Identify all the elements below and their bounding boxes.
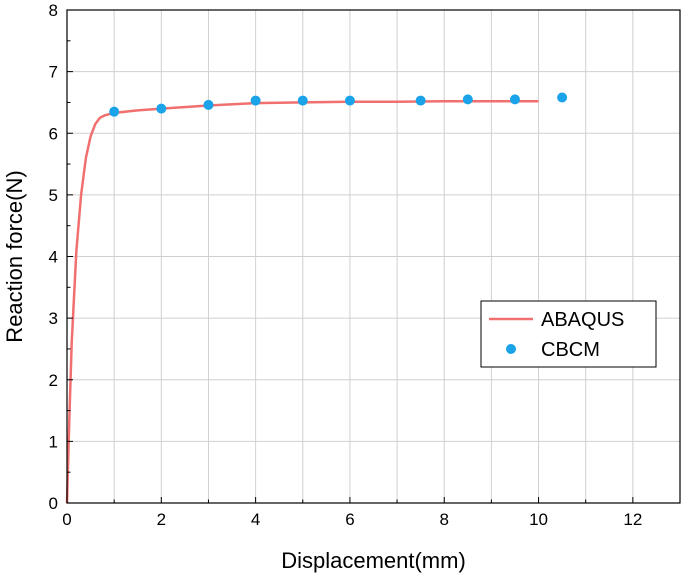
x-tick-label: 8: [439, 510, 448, 529]
legend: ABAQUS CBCM: [480, 300, 657, 368]
cbcm-data-point: [203, 99, 214, 110]
cbcm-data-point: [297, 95, 308, 106]
cbcm-data-point: [415, 95, 426, 106]
y-axis-label: Reaction force(N): [2, 170, 27, 342]
cbcm-data-point: [250, 95, 261, 106]
grid-lines: [67, 10, 681, 503]
y-tick-label: 8: [49, 1, 58, 20]
cbcm-data-point: [156, 103, 167, 114]
cbcm-data-point: [462, 94, 473, 105]
y-tick-label: 3: [49, 309, 58, 328]
y-tick-label: 7: [49, 63, 58, 82]
cbcm-data-point: [109, 106, 120, 117]
x-tick-label: 4: [251, 510, 260, 529]
series-layer: [65, 92, 568, 504]
legend-abaqus-label: ABAQUS: [541, 309, 624, 331]
x-tick-label: 12: [623, 510, 642, 529]
y-tick-label: 0: [49, 494, 58, 513]
axis-ticks: [66, 9, 681, 504]
y-tick-label: 5: [49, 186, 58, 205]
cbcm-data-point: [509, 94, 520, 105]
x-tick-label: 2: [157, 510, 166, 529]
y-tick-label: 1: [49, 432, 58, 451]
x-tick-label: 0: [62, 510, 71, 529]
legend-cbcm-label: CBCM: [541, 339, 600, 361]
x-axis-label: Displacement(mm): [281, 548, 466, 573]
cbcm-data-point: [344, 95, 355, 106]
y-tick-label: 4: [49, 248, 58, 267]
x-tick-label: 10: [529, 510, 548, 529]
y-tick-label: 2: [49, 371, 58, 390]
legend-box: [480, 300, 657, 368]
legend-cbcm-marker: [506, 344, 516, 354]
x-tick-label: 6: [345, 510, 354, 529]
y-tick-label: 6: [49, 124, 58, 143]
cbcm-data-point: [557, 92, 568, 103]
